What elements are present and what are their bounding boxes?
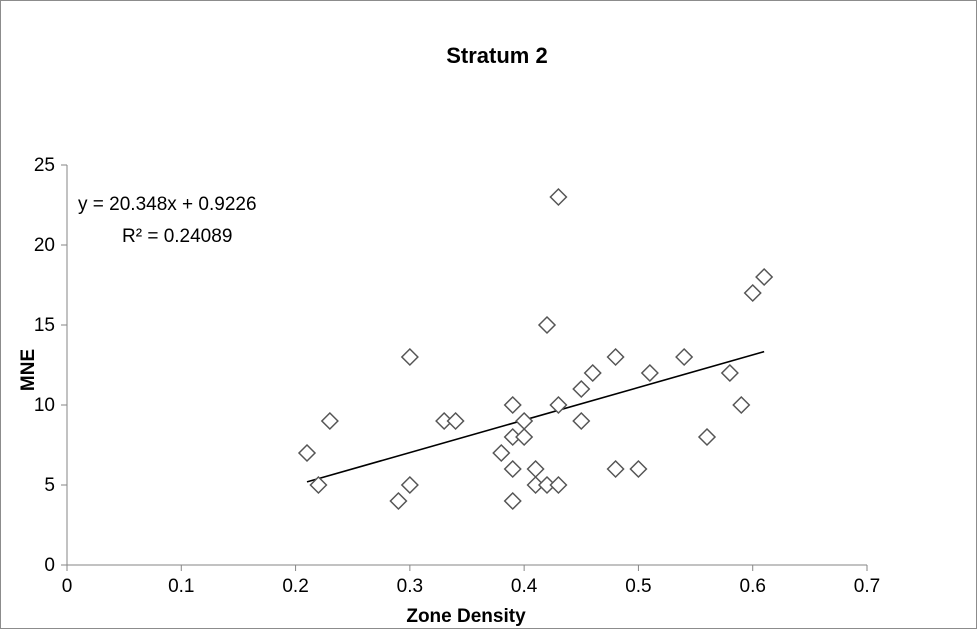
x-tick-label: 0.5 <box>625 576 651 597</box>
data-point <box>606 347 625 367</box>
y-tick-label: 25 <box>34 155 55 176</box>
y-tick-label: 0 <box>44 555 55 576</box>
x-tick-label: 0 <box>62 576 73 597</box>
y-tick-label: 20 <box>34 235 55 256</box>
data-point <box>697 427 717 447</box>
data-point <box>446 411 465 431</box>
data-point <box>675 347 694 367</box>
r-squared-label: R² = 0.24089 <box>122 226 232 247</box>
data-point <box>515 427 534 447</box>
data-point <box>400 347 419 367</box>
x-tick-label: 0.4 <box>511 576 538 597</box>
data-point <box>503 491 522 511</box>
y-tick-label: 5 <box>44 475 55 496</box>
data-point <box>606 459 625 479</box>
x-tick-label: 0.2 <box>282 576 308 597</box>
data-point <box>515 411 534 431</box>
data-point <box>400 475 419 495</box>
x-tick-label: 0.6 <box>740 576 766 597</box>
x-axis-ticks: 0 0.1 0.2 0.3 0.4 0.5 0.6 0.7 <box>62 565 880 597</box>
data-point <box>583 363 602 383</box>
data-points <box>297 187 774 511</box>
data-point <box>640 363 659 383</box>
data-point <box>309 475 328 495</box>
y-axis-ticks: 0 5 10 15 20 25 <box>34 155 67 576</box>
x-tick-label: 0.1 <box>168 576 194 597</box>
data-point <box>629 459 648 479</box>
trendline-equation: y = 20.348x + 0.9226 <box>78 194 257 215</box>
data-point <box>755 267 774 287</box>
data-point <box>732 395 751 415</box>
y-tick-label: 10 <box>34 395 55 416</box>
data-point <box>549 475 568 495</box>
x-axis-title: Zone Density <box>406 606 526 627</box>
data-point <box>297 443 317 463</box>
data-point <box>572 379 591 399</box>
data-point <box>320 411 339 431</box>
data-point <box>537 315 557 335</box>
y-axis-title: MNE <box>18 349 39 391</box>
y-tick-label: 15 <box>34 315 55 336</box>
chart-title: Stratum 2 <box>446 43 547 68</box>
data-point <box>572 411 591 431</box>
data-point <box>503 459 522 479</box>
data-point <box>503 395 522 415</box>
x-tick-label: 0.3 <box>397 576 423 597</box>
trendline <box>306 350 765 483</box>
data-point <box>492 443 511 463</box>
x-tick-label: 0.7 <box>854 576 880 597</box>
data-point <box>549 395 568 415</box>
data-point <box>720 363 739 383</box>
data-point <box>389 491 408 511</box>
data-point <box>743 283 762 303</box>
data-point <box>549 187 568 207</box>
data-point <box>526 459 545 479</box>
